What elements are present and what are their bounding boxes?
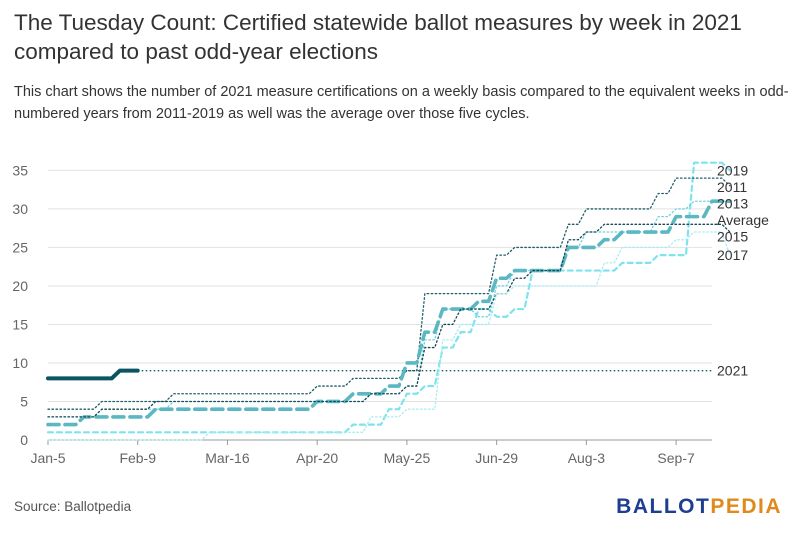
y-tick-label-5: 5 (20, 393, 28, 409)
y-tick-label-10: 10 (12, 355, 28, 371)
logo-ballot-text: BALLOT (616, 495, 711, 518)
series-lines (46, 161, 732, 441)
y-tick-label-15: 15 (12, 316, 28, 332)
x-axis-tick-labels: Jan-5 Feb-9 Mar-16 Apr-20 May-25 Jun-29 Aug-3 S… (30, 440, 695, 466)
x-tick-label: Aug-3 (568, 450, 606, 466)
gridlines (48, 169, 712, 402)
series-end-label-average: Average (717, 212, 769, 228)
series-end-label-2021: 2021 (717, 363, 748, 379)
y-tick-label-25: 25 (12, 239, 28, 255)
x-tick-label: Sep-7 (657, 450, 695, 466)
ballotpedia-logo: BALLOTPEDIA (616, 495, 782, 519)
series-line-2017 (47, 231, 731, 441)
series-line-2011 (47, 177, 731, 410)
x-tick-label: May-25 (384, 450, 431, 466)
x-tick-label: Apr-20 (296, 450, 338, 466)
x-tick-label: Mar-16 (205, 450, 250, 466)
y-tick-label-20: 20 (12, 278, 28, 294)
source-note: Source: Ballotpedia (14, 499, 132, 514)
chart-subtitle: This chart shows the number of 2021 meas… (14, 84, 789, 122)
series-line-2019 (46, 161, 732, 434)
series-end-label-2019: 2019 (717, 162, 748, 178)
x-tick-label: Feb-9 (119, 450, 156, 466)
series-line-average (46, 199, 732, 427)
series-end-label-2011: 2011 (717, 179, 747, 195)
chart-title: The Tuesday Count: Certified statewide b… (14, 10, 742, 64)
series-line-2015 (47, 223, 731, 418)
series-end-label-2013: 2013 (717, 195, 748, 211)
series-end-label-2017: 2017 (717, 247, 748, 263)
logo-pedia-text: PEDIA (710, 495, 782, 518)
series-end-label-2015: 2015 (717, 228, 748, 244)
y-tick-label-35: 35 (12, 162, 28, 178)
x-tick-label: Jun-29 (475, 450, 518, 466)
x-tick-label: Jan-5 (30, 450, 65, 466)
y-axis-tick-labels: 0 5 10 15 20 25 30 35 (12, 162, 28, 448)
y-tick-label-30: 30 (12, 201, 28, 217)
y-tick-label-0: 0 (20, 432, 28, 448)
series-line-2021 (46, 368, 140, 381)
